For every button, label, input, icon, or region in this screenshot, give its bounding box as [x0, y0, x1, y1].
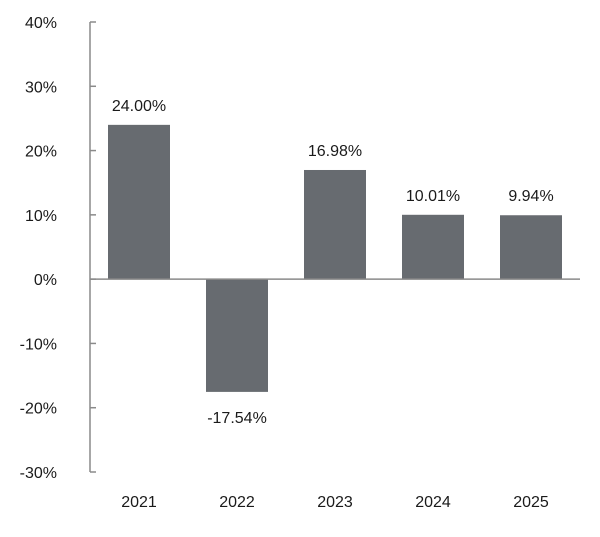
y-tick-label: 30% — [25, 79, 57, 96]
bar-2023 — [304, 169, 366, 280]
x-tick-label-2024: 2024 — [415, 494, 451, 511]
y-tick-label: 0% — [34, 272, 57, 289]
x-tick-label-2022: 2022 — [219, 494, 255, 511]
data-label-2022: -17.54% — [207, 410, 267, 427]
y-tick-label: -10% — [20, 336, 57, 353]
y-tick-label: -20% — [20, 401, 57, 418]
y-tick-label: 40% — [25, 15, 57, 32]
y-axis: -30% -20% -10% 0% 10% 20% 30% 40% — [20, 15, 96, 482]
x-tick-label-2023: 2023 — [317, 494, 353, 511]
x-tick-label-2025: 2025 — [513, 494, 549, 511]
data-label-2025: 9.94% — [508, 188, 553, 205]
x-axis-labels: 2021 2022 2023 2024 2025 — [121, 494, 549, 511]
data-label-2024: 10.01% — [406, 188, 460, 205]
data-label-2023: 16.98% — [308, 143, 362, 160]
bars — [108, 124, 562, 392]
y-tick-label: -30% — [20, 465, 57, 482]
y-tick-label: 10% — [25, 208, 57, 225]
x-tick-label-2021: 2021 — [121, 494, 157, 511]
data-label-2021: 24.00% — [112, 98, 166, 115]
y-tick-label: 20% — [25, 144, 57, 161]
bar-2025 — [500, 215, 562, 280]
bar-2024 — [402, 214, 464, 280]
bar-2022 — [206, 279, 268, 392]
data-labels: 24.00% -17.54% 16.98% 10.01% 9.94% — [112, 98, 554, 427]
bar-2021 — [108, 124, 170, 280]
